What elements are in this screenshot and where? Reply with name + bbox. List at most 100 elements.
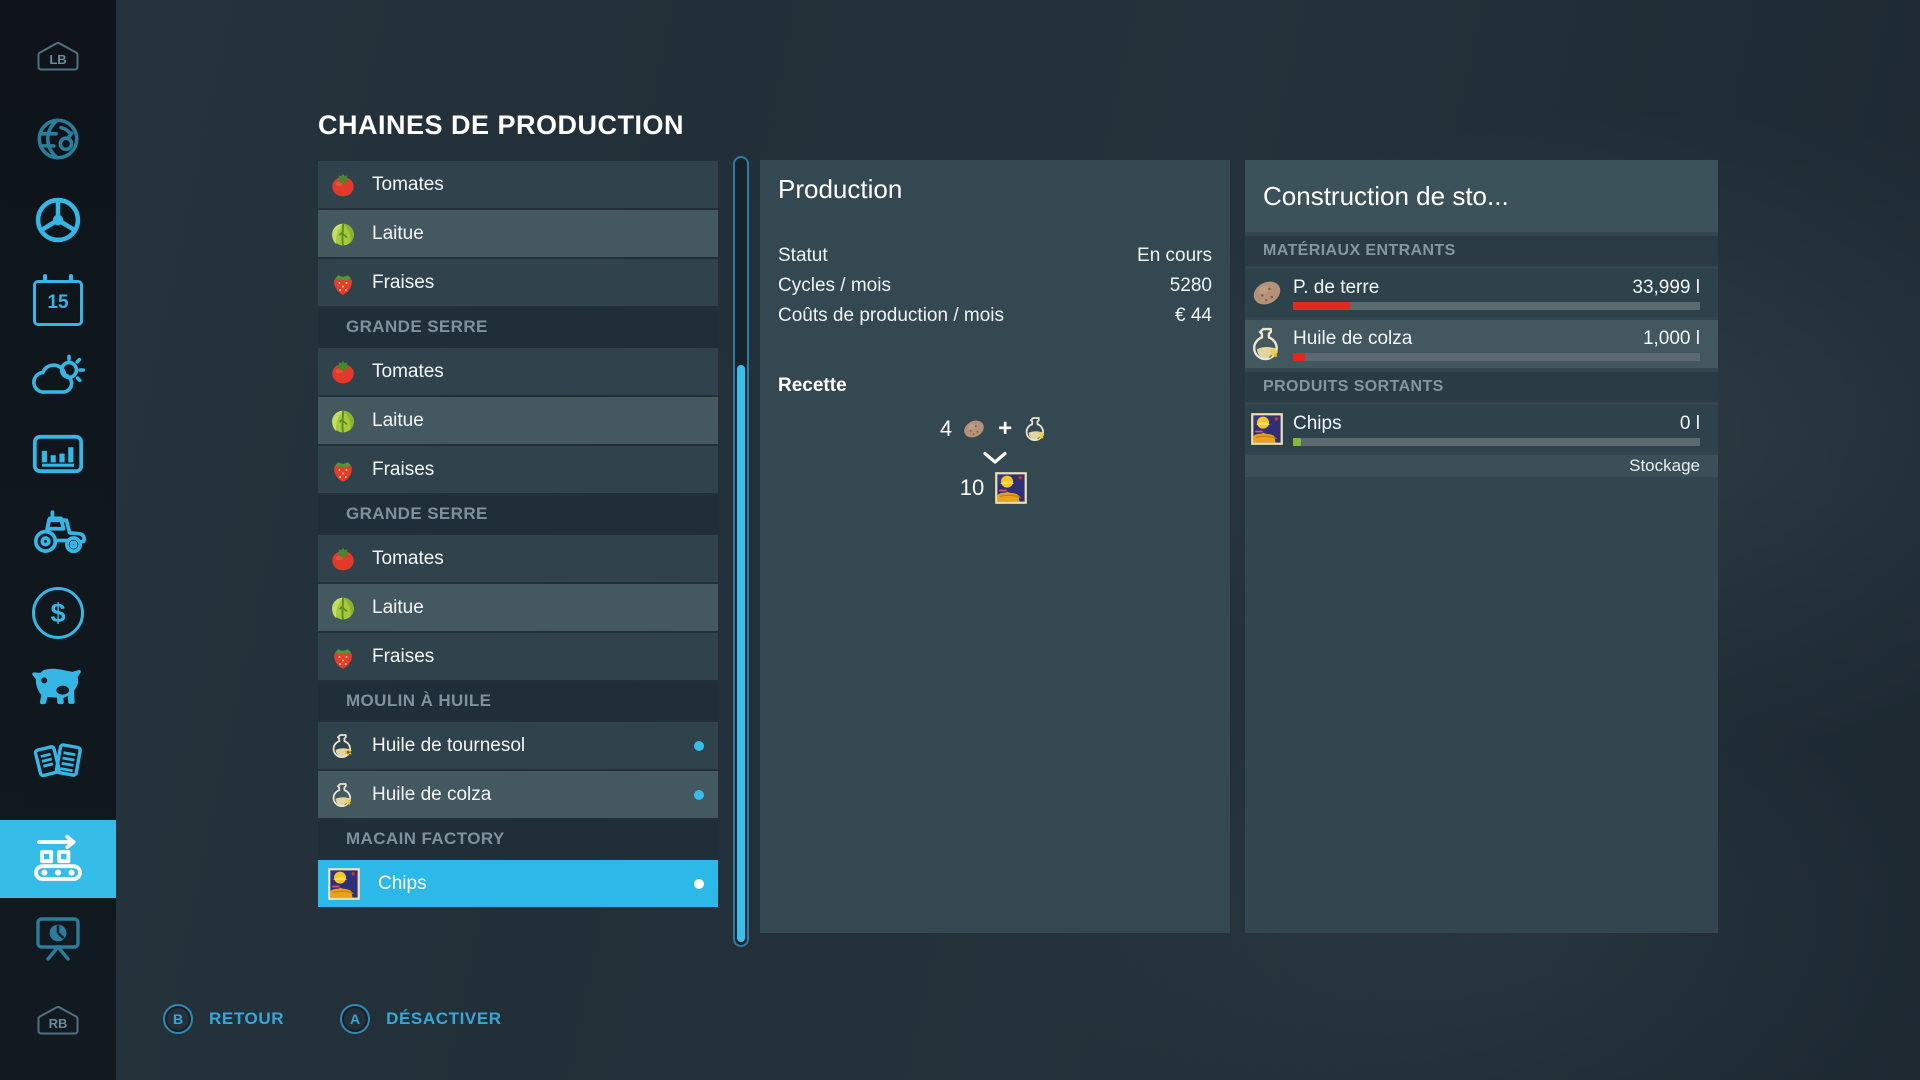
sidebar: LB 15 $ [0,0,116,1080]
potato-icon [1248,274,1286,312]
gamepad-a-icon: A [340,1004,371,1034]
resource-bar [1293,353,1700,361]
resource-bar [1293,438,1700,446]
conveyor-icon [30,833,86,885]
production-list-item[interactable]: Fraises [318,259,718,306]
production-list-section-header: GRANDE SERRE [318,495,718,533]
production-list: Tomates Laitue Fraises GRANDE SERRE Toma… [318,161,718,909]
back-button[interactable]: B RETOUR [163,1004,284,1034]
production-panel-title: Production [778,174,903,204]
production-list-item[interactable]: Tomates [318,348,718,395]
stat-value: € 44 [1175,305,1212,326]
chips-icon [325,865,363,903]
sidebar-item-finances[interactable]: $ [0,587,116,639]
sidebar-item-calendar[interactable]: 15 [0,274,116,326]
storage-panel: Construction de sto... MATÉRIAUX ENTRANT… [1245,160,1718,933]
resource-bar-fill [1293,302,1350,310]
inputs-heading: MATÉRIAUX ENTRANTS [1245,236,1718,266]
chevron-down-icon [983,451,1007,464]
svg-text:RB: RB [49,1016,68,1031]
sidebar-item-animals[interactable] [0,665,116,707]
sidebar-item-weather[interactable] [0,352,116,400]
recipe-input-quantity: 4 [939,416,953,441]
production-list-section-header: MACAIN FACTORY [318,820,718,858]
sidebar-item-map[interactable] [0,114,116,164]
production-list-item[interactable]: Huile de colza [318,771,718,818]
tomato-icon [329,545,357,573]
list-item-label: Huile de colza [372,783,492,805]
production-list-section-header: MOULIN À HUILE [318,682,718,720]
list-item-label: Tomates [372,547,444,569]
section-header-label: MACAIN FACTORY [346,829,505,848]
dollar-icon: $ [32,587,84,639]
active-dot [694,878,704,889]
resource-label: P. de terre [1293,277,1380,298]
help-bar: B RETOUR A DÉSACTIVER [163,1004,502,1034]
production-list-item[interactable]: Laitue [318,210,718,257]
list-item-label: Chips [378,872,427,894]
resource-bar-fill [1293,353,1306,361]
list-item-label: Fraises [372,458,435,480]
inputs-rows: P. de terre 33,999 l Huile de colza 1,00… [1245,269,1718,368]
list-scrollbar[interactable] [733,156,749,947]
recipe-output: 10 [960,469,1030,507]
storage-footer: Stockage [1245,455,1718,477]
production-list-item[interactable]: Fraises [318,633,718,680]
storage-panel-title: Construction de sto... [1245,160,1718,232]
potato-icon [960,415,988,443]
production-list-item[interactable]: Tomates [318,161,718,208]
chips-icon [1248,410,1286,448]
lettuce-icon [329,220,357,248]
resource-bar [1293,302,1700,310]
stat-row: Cycles / mois 5280 [778,271,1212,301]
weather-icon [30,352,86,400]
recipe-output-quantity: 10 [959,475,985,500]
resource-amount: 1,000 l [1642,328,1700,349]
resource-label: Huile de colza [1293,328,1413,349]
rb-shoulder-badge: RB [0,1006,116,1036]
sidebar-item-contracts[interactable] [0,738,116,786]
resource-amount: 33,999 l [1632,277,1700,298]
production-list-item[interactable]: Chips [318,860,718,907]
sidebar-item-presentation[interactable] [0,912,116,964]
chips-bag-icon [992,469,1030,507]
production-panel: Production Statut En cours Cycles / mois… [760,160,1230,933]
active-dot [694,789,704,800]
steering-wheel-icon [32,194,84,246]
recipe: 4 + 10 [760,397,1230,507]
page-title: CHAINES DE PRODUCTION [318,110,685,140]
plus-sign: + [998,415,1013,442]
list-item-label: Fraises [372,645,435,667]
sidebar-item-garage[interactable] [0,506,116,556]
stats-chart-icon [32,434,84,478]
recipe-heading: Recette [778,375,847,396]
production-list-item[interactable]: Fraises [318,446,718,493]
production-list-item[interactable]: Huile de tournesol [318,722,718,769]
sidebar-item-production-chains[interactable] [0,820,116,898]
oil-canola-icon [1248,325,1286,363]
stat-row: Coûts de production / mois € 44 [778,301,1212,331]
sidebar-item-vehicles[interactable] [0,194,116,246]
stat-value: En cours [1137,245,1212,266]
oil-canola-icon [329,781,357,809]
deactivate-button[interactable]: A DÉSACTIVER [340,1004,502,1034]
strawberry-icon [329,269,357,297]
stat-label: Coûts de production / mois [778,305,1005,326]
resource-bar-fill [1293,438,1302,446]
production-list-item[interactable]: Tomates [318,535,718,582]
svg-text:LB: LB [49,52,66,67]
resource-row: P. de terre 33,999 l [1245,269,1718,317]
section-header-label: GRANDE SERRE [346,317,488,336]
outputs-rows: Chips 0 l [1245,405,1718,453]
list-item-label: Tomates [372,360,444,382]
scrollbar-thumb[interactable] [737,365,745,942]
resource-label: Chips [1293,413,1342,434]
production-list-item[interactable]: Laitue [318,584,718,631]
sidebar-item-statistics[interactable] [0,434,116,478]
lettuce-icon [329,594,357,622]
production-list-item[interactable]: Laitue [318,397,718,444]
production-stats: Statut En cours Cycles / mois 5280 Coûts… [778,241,1212,331]
list-item-label: Fraises [372,271,435,293]
stat-value: 5280 [1169,275,1212,296]
